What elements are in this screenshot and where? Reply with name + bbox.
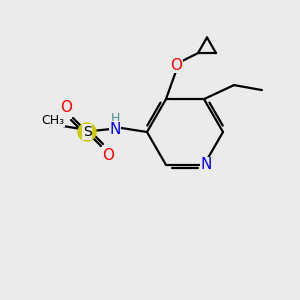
Text: H: H [110,112,120,125]
Circle shape [78,123,96,141]
Text: CH₃: CH₃ [41,113,64,127]
Text: N: N [200,158,212,172]
Text: N: N [109,122,121,136]
Text: O: O [60,100,72,116]
Text: S: S [82,125,91,139]
Text: O: O [170,58,182,73]
Text: O: O [102,148,114,164]
